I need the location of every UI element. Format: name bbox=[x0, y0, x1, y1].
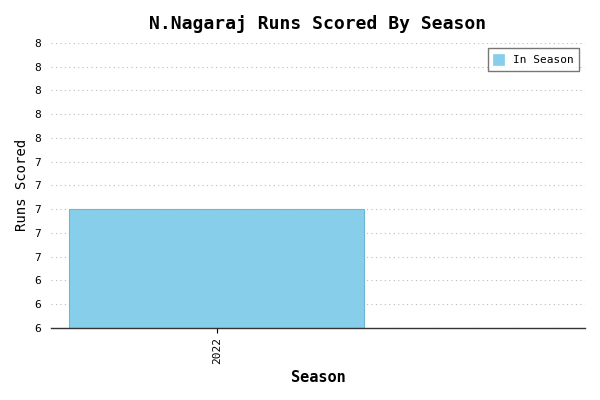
Legend: In Season: In Season bbox=[488, 48, 580, 71]
Y-axis label: Runs Scored: Runs Scored bbox=[15, 139, 29, 231]
X-axis label: Season: Season bbox=[290, 370, 346, 385]
Title: N.Nagaraj Runs Scored By Season: N.Nagaraj Runs Scored By Season bbox=[149, 15, 487, 33]
Bar bbox=[70, 209, 364, 328]
